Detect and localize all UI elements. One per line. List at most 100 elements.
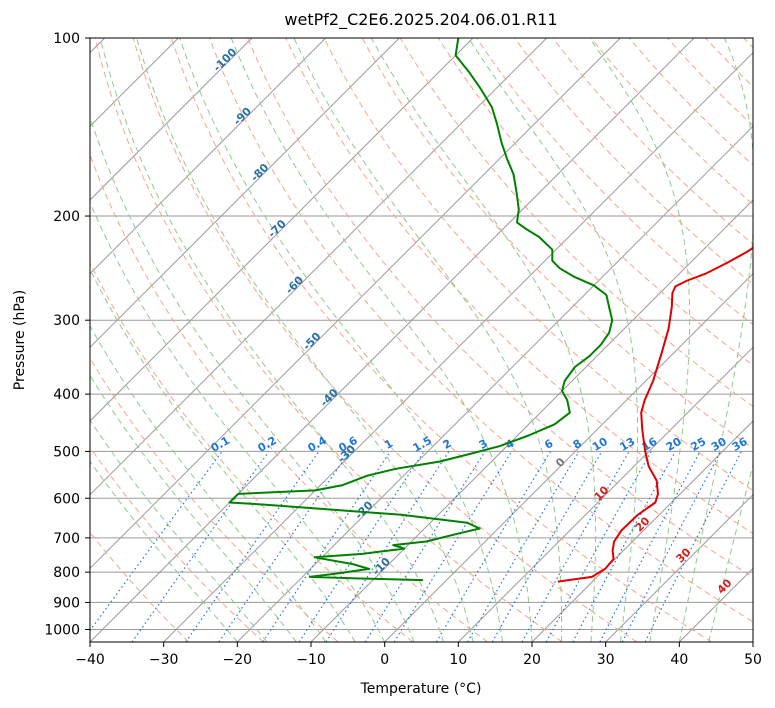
mixing-ratio-line bbox=[131, 451, 270, 642]
isotherm-label: -10 bbox=[370, 555, 393, 578]
mixing-ratio-line bbox=[364, 451, 486, 642]
x-axis: −40 −30 −20 −10 0 10 20 30 40 50 bbox=[75, 642, 762, 668]
y-axis-title: Pressure (hPa) bbox=[12, 290, 28, 390]
dry-adiabat-line bbox=[90, 261, 414, 642]
mixing-ratio-line bbox=[262, 451, 391, 642]
dry-adiabat-line bbox=[94, 38, 563, 642]
isotherm-line bbox=[678, 567, 753, 642]
mixing-ratio-line bbox=[545, 451, 652, 642]
sounding-traces bbox=[228, 38, 753, 583]
isotherm-line bbox=[90, 38, 253, 201]
moist-adiabat-line bbox=[136, 38, 474, 642]
isotherm-line bbox=[236, 125, 753, 642]
moist-adiabat-line bbox=[179, 38, 503, 642]
moist-adiabat-label: 40 bbox=[715, 576, 735, 596]
dry-adiabat-line bbox=[552, 38, 753, 245]
moist-adiabat-line bbox=[678, 38, 753, 642]
x-tick-label: 20 bbox=[523, 652, 541, 668]
y-tick-label: 800 bbox=[53, 565, 80, 581]
isotherm-label: -40 bbox=[318, 386, 341, 409]
isotherm-line bbox=[90, 38, 400, 349]
chart-title: wetPf2_C2E6.2025.204.06.01.R11 bbox=[284, 10, 557, 30]
x-tick-label: 30 bbox=[597, 652, 615, 668]
x-tick-label: 10 bbox=[449, 652, 467, 668]
dry-adiabat-line bbox=[90, 446, 264, 642]
isotherm-line bbox=[90, 38, 621, 570]
dry-adiabat-line bbox=[705, 38, 753, 88]
isotherm-line bbox=[90, 38, 695, 642]
mixing-ratio-line bbox=[435, 451, 552, 642]
mixing-ratio-line bbox=[218, 451, 351, 642]
isotherm-line bbox=[457, 346, 753, 642]
y-tick-label: 700 bbox=[53, 531, 80, 547]
moist-adiabat-label: 0 bbox=[553, 455, 568, 470]
x-axis-title: Temperature (°C) bbox=[360, 681, 482, 697]
isotherm-label: -20 bbox=[352, 498, 375, 521]
background-reference-lines bbox=[90, 38, 753, 642]
y-tick-label: 900 bbox=[53, 595, 80, 611]
isotherm-label: -50 bbox=[300, 330, 323, 353]
dry-adiabat-line bbox=[90, 531, 190, 642]
dry-adiabat-line bbox=[247, 38, 753, 578]
dry-adiabat-line bbox=[132, 38, 638, 642]
isotherm-line bbox=[90, 38, 474, 422]
isotherm-line bbox=[605, 493, 753, 642]
isotherm-label: -90 bbox=[231, 104, 254, 127]
isotherm-line bbox=[90, 38, 548, 496]
y-tick-label: 1000 bbox=[44, 622, 80, 638]
isotherm-line bbox=[90, 38, 327, 275]
moist-adiabat-line bbox=[293, 38, 563, 642]
isotherm-label: -100 bbox=[211, 45, 240, 74]
y-tick-label: 100 bbox=[53, 31, 80, 47]
mixing-ratio-line bbox=[572, 451, 677, 642]
isotherm-label: -80 bbox=[248, 161, 271, 184]
dry-adiabat-line bbox=[476, 38, 753, 326]
dry-adiabat-line bbox=[323, 38, 753, 492]
plot-frame bbox=[89, 37, 754, 643]
mixing-ratio-line bbox=[466, 451, 580, 642]
dry-adiabat-line bbox=[90, 153, 488, 642]
moist-adiabat-line bbox=[90, 324, 327, 642]
x-tick-label: −20 bbox=[223, 652, 253, 668]
isotherm-label: -60 bbox=[283, 273, 306, 296]
moist-adiabat-line bbox=[90, 201, 386, 642]
x-tick-label: 0 bbox=[380, 652, 389, 668]
moist-adiabat-line bbox=[90, 268, 356, 642]
mixing-ratio-line bbox=[325, 451, 450, 642]
dry-adiabat-line bbox=[285, 38, 753, 535]
mixing-ratio-line bbox=[298, 451, 425, 642]
isotherm-line bbox=[752, 641, 753, 642]
moist-adiabat-line bbox=[708, 463, 753, 642]
moist-adiabat-line bbox=[589, 38, 691, 642]
moist-adiabat-line bbox=[99, 38, 445, 642]
dry-adiabat-line bbox=[743, 38, 753, 49]
mixing-ratio-label: 2 bbox=[441, 437, 454, 452]
y-tick-label: 200 bbox=[53, 209, 80, 225]
mixing-ratio-line bbox=[644, 451, 743, 642]
isotherm-line bbox=[163, 51, 753, 642]
moist-adiabat-line bbox=[467, 38, 639, 642]
y-axis: 100 200 300 400 500 600 700 800 900 1000 bbox=[44, 31, 90, 638]
isotherm-line bbox=[384, 272, 753, 642]
y-tick-label: 300 bbox=[53, 313, 80, 329]
moist-adiabat-line bbox=[370, 38, 597, 642]
y-tick-label: 600 bbox=[53, 491, 80, 507]
isotherm-line bbox=[531, 420, 753, 642]
dry-adiabat-line bbox=[514, 38, 753, 285]
moist-adiabat-line bbox=[90, 115, 415, 642]
y-tick-label: 400 bbox=[53, 387, 80, 403]
x-tick-label: 50 bbox=[744, 652, 762, 668]
dry-adiabat-line bbox=[437, 38, 753, 366]
dry-adiabat-line bbox=[170, 38, 712, 642]
moist-adiabat-line bbox=[90, 460, 238, 642]
temperature-trace bbox=[557, 246, 753, 583]
moist-adiabat-line bbox=[90, 374, 297, 642]
mixing-ratio-label: 6 bbox=[542, 437, 555, 452]
x-tick-label: 40 bbox=[670, 652, 688, 668]
dry-adiabat-line bbox=[209, 38, 753, 623]
y-tick-label: 500 bbox=[53, 444, 80, 460]
isotherm-label: -70 bbox=[266, 217, 289, 240]
x-tick-label: −40 bbox=[75, 652, 105, 668]
moist-adiabat-line bbox=[90, 419, 268, 642]
